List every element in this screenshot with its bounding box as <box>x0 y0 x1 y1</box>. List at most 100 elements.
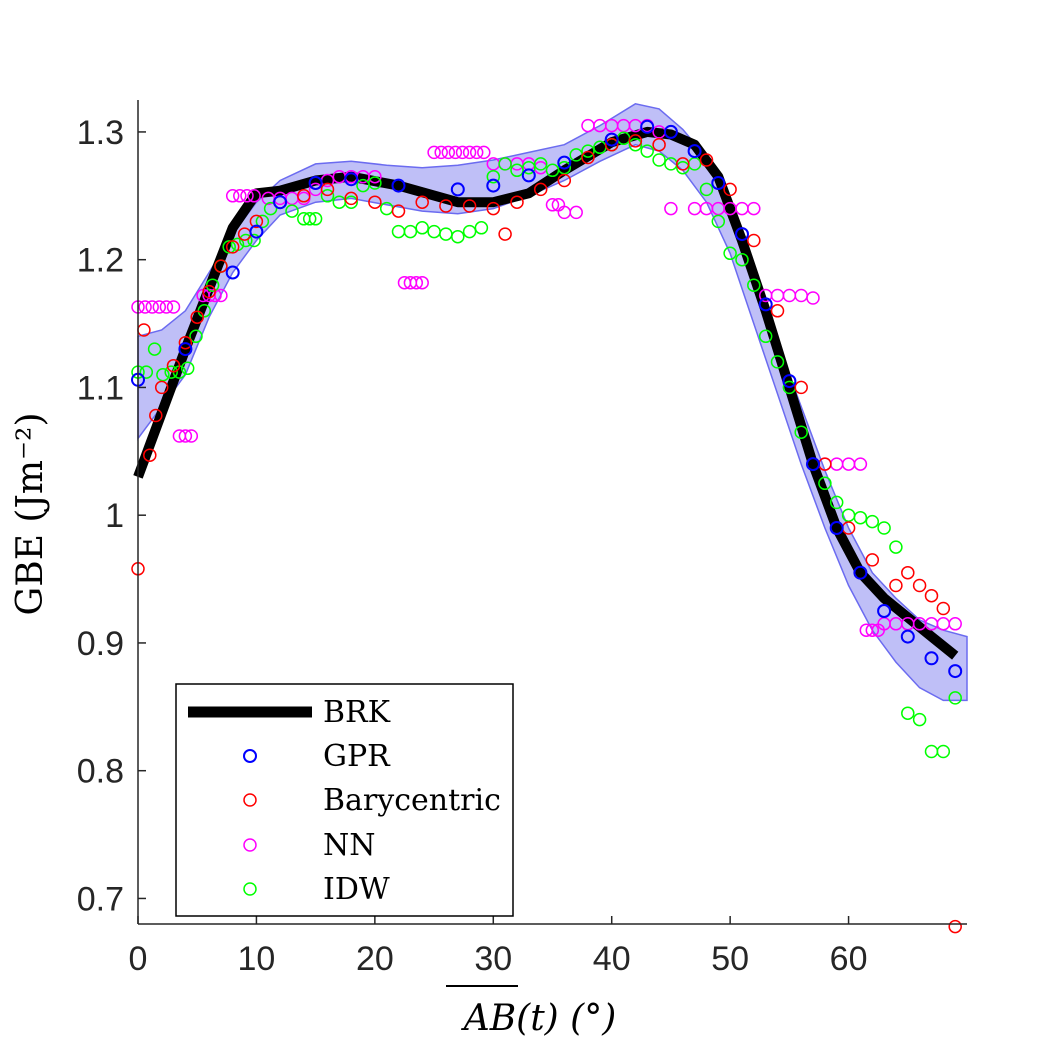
point-barycentric <box>510 195 524 209</box>
x-tick-label: 10 <box>238 940 276 978</box>
point-nn <box>545 198 560 212</box>
point-gpr <box>806 457 820 472</box>
point-idw <box>320 189 335 203</box>
x-tick-label: 40 <box>593 940 631 978</box>
point-gpr <box>853 565 868 580</box>
point-nn <box>225 189 240 203</box>
legend-label-nn: NN <box>323 828 376 863</box>
point-barycentric <box>912 578 927 593</box>
point-barycentric <box>676 157 690 171</box>
point-idw <box>180 361 195 376</box>
legend-idw-marker <box>243 882 257 896</box>
x-tick-label: 0 <box>129 940 148 978</box>
legend-label-barycentric: Barycentric <box>323 783 501 818</box>
point-idw <box>818 476 832 491</box>
point-barycentric <box>723 182 737 197</box>
point-gpr <box>273 195 288 210</box>
point-nn <box>138 300 152 314</box>
point-barycentric <box>225 240 240 254</box>
point-gpr <box>391 178 406 193</box>
point-idw <box>474 221 489 235</box>
point-barycentric <box>604 137 619 152</box>
point-idw <box>533 157 548 171</box>
point-nn <box>865 623 880 637</box>
point-nn <box>427 145 441 160</box>
point-idw <box>344 195 358 209</box>
point-gpr <box>604 132 619 147</box>
point-nn <box>166 300 181 314</box>
point-idw <box>581 144 595 158</box>
point-idw <box>156 367 170 382</box>
legend-label-gpr: GPR <box>323 739 391 774</box>
point-idw <box>147 342 162 356</box>
point-idw <box>263 201 278 216</box>
point-nn <box>448 145 463 160</box>
point-idw <box>794 425 808 439</box>
point-idw <box>676 160 690 175</box>
point-barycentric <box>439 199 453 213</box>
point-nn <box>806 291 820 305</box>
point-idw <box>628 137 643 152</box>
point-barycentric <box>652 137 666 152</box>
point-idw <box>829 495 844 510</box>
point-nn <box>159 300 174 314</box>
point-nn <box>747 201 761 216</box>
point-idw <box>865 514 880 529</box>
legend-barycentric-marker <box>243 793 257 807</box>
legend-nn-marker <box>243 838 257 852</box>
point-barycentric <box>415 195 429 209</box>
point-idw <box>302 212 317 226</box>
point-nn <box>455 145 470 160</box>
point-idw <box>747 278 761 292</box>
point-nn <box>477 145 491 160</box>
point-nn <box>184 429 199 443</box>
point-idw <box>247 233 261 248</box>
x-axis-label: AB(t) (°) <box>461 998 617 1039</box>
point-nn <box>853 457 868 471</box>
point-gpr <box>308 176 323 190</box>
point-idw <box>189 329 203 344</box>
point-nn <box>152 300 167 314</box>
point-barycentric <box>143 448 157 462</box>
point-barycentric <box>391 204 406 218</box>
point-gpr <box>521 168 536 183</box>
point-idw <box>699 182 714 197</box>
point-idw <box>912 712 927 727</box>
point-barycentric <box>249 214 264 229</box>
point-nn <box>434 145 448 160</box>
point-idw <box>255 214 270 229</box>
point-idw <box>758 329 773 344</box>
point-barycentric <box>581 150 595 165</box>
point-barycentric <box>794 380 808 395</box>
point-nn <box>441 145 456 160</box>
point-nn <box>664 201 678 216</box>
point-nn <box>233 189 247 203</box>
x-tick-label: 50 <box>711 940 749 978</box>
point-nn <box>178 429 193 443</box>
point-nn <box>368 169 382 184</box>
x-tick-label: 20 <box>356 940 394 978</box>
point-gpr <box>486 178 501 193</box>
point-gpr <box>640 119 655 134</box>
point-gpr <box>225 265 240 280</box>
point-nn <box>415 275 429 290</box>
point-barycentric <box>154 380 169 395</box>
point-gpr <box>900 629 915 644</box>
marker-layer <box>131 118 963 934</box>
point-gpr <box>782 374 797 389</box>
point-idw <box>164 365 178 379</box>
point-idw <box>308 212 323 226</box>
point-idw <box>711 214 726 229</box>
point-idw <box>415 221 429 235</box>
point-idw <box>403 224 418 239</box>
point-barycentric <box>747 233 761 248</box>
point-idw <box>486 169 501 184</box>
point-idw <box>139 365 154 379</box>
point-gpr <box>735 227 749 242</box>
point-barycentric <box>770 304 785 318</box>
point-gpr <box>344 172 359 187</box>
point-idw <box>853 510 868 525</box>
point-idw <box>640 144 654 158</box>
point-idw <box>205 278 220 292</box>
